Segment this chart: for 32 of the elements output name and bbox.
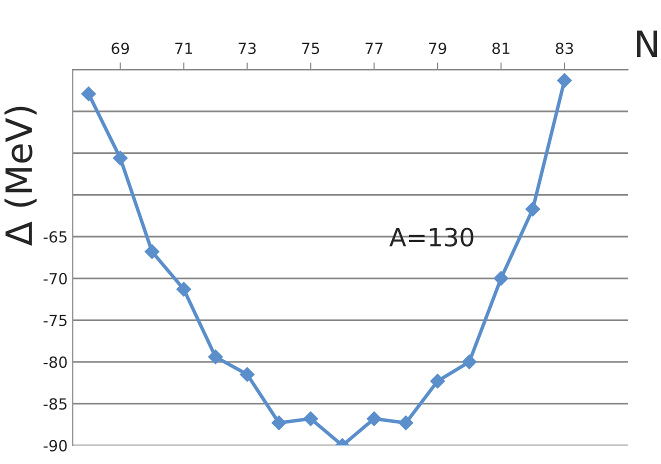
y-tick-label: -75 [44, 314, 67, 326]
point [81, 86, 96, 102]
y-tick-label: -90 [44, 440, 67, 452]
point [525, 202, 540, 216]
point [112, 150, 128, 166]
point [430, 374, 445, 389]
x-axis-title: N [637, 30, 657, 58]
y-tick-label: -70 [44, 272, 67, 284]
point [208, 350, 223, 364]
y-tick-label: -65 [44, 231, 67, 243]
x-tick-label: 77 [366, 42, 383, 54]
point [494, 271, 508, 286]
point [462, 354, 477, 370]
annotation: A=130 [389, 228, 474, 247]
x-tick-label: 69 [112, 42, 129, 54]
point [144, 244, 160, 260]
x-tick-label: 83 [556, 42, 573, 54]
point [398, 415, 414, 430]
y-axis-title: Δ (MeV) [4, 106, 37, 246]
x-tick-label: 79 [429, 42, 446, 54]
x-tick-label: 71 [175, 42, 192, 54]
point [176, 282, 192, 297]
y-tick-label: -85 [44, 398, 67, 410]
y-tick-label: -80 [44, 356, 67, 368]
point [303, 411, 318, 426]
point [272, 415, 286, 430]
x-tick-label: 75 [302, 42, 320, 54]
point [557, 73, 572, 88]
x-tick-label: 73 [238, 42, 256, 54]
point [366, 411, 382, 426]
x-tick-label: 81 [492, 42, 510, 54]
point [240, 367, 255, 382]
